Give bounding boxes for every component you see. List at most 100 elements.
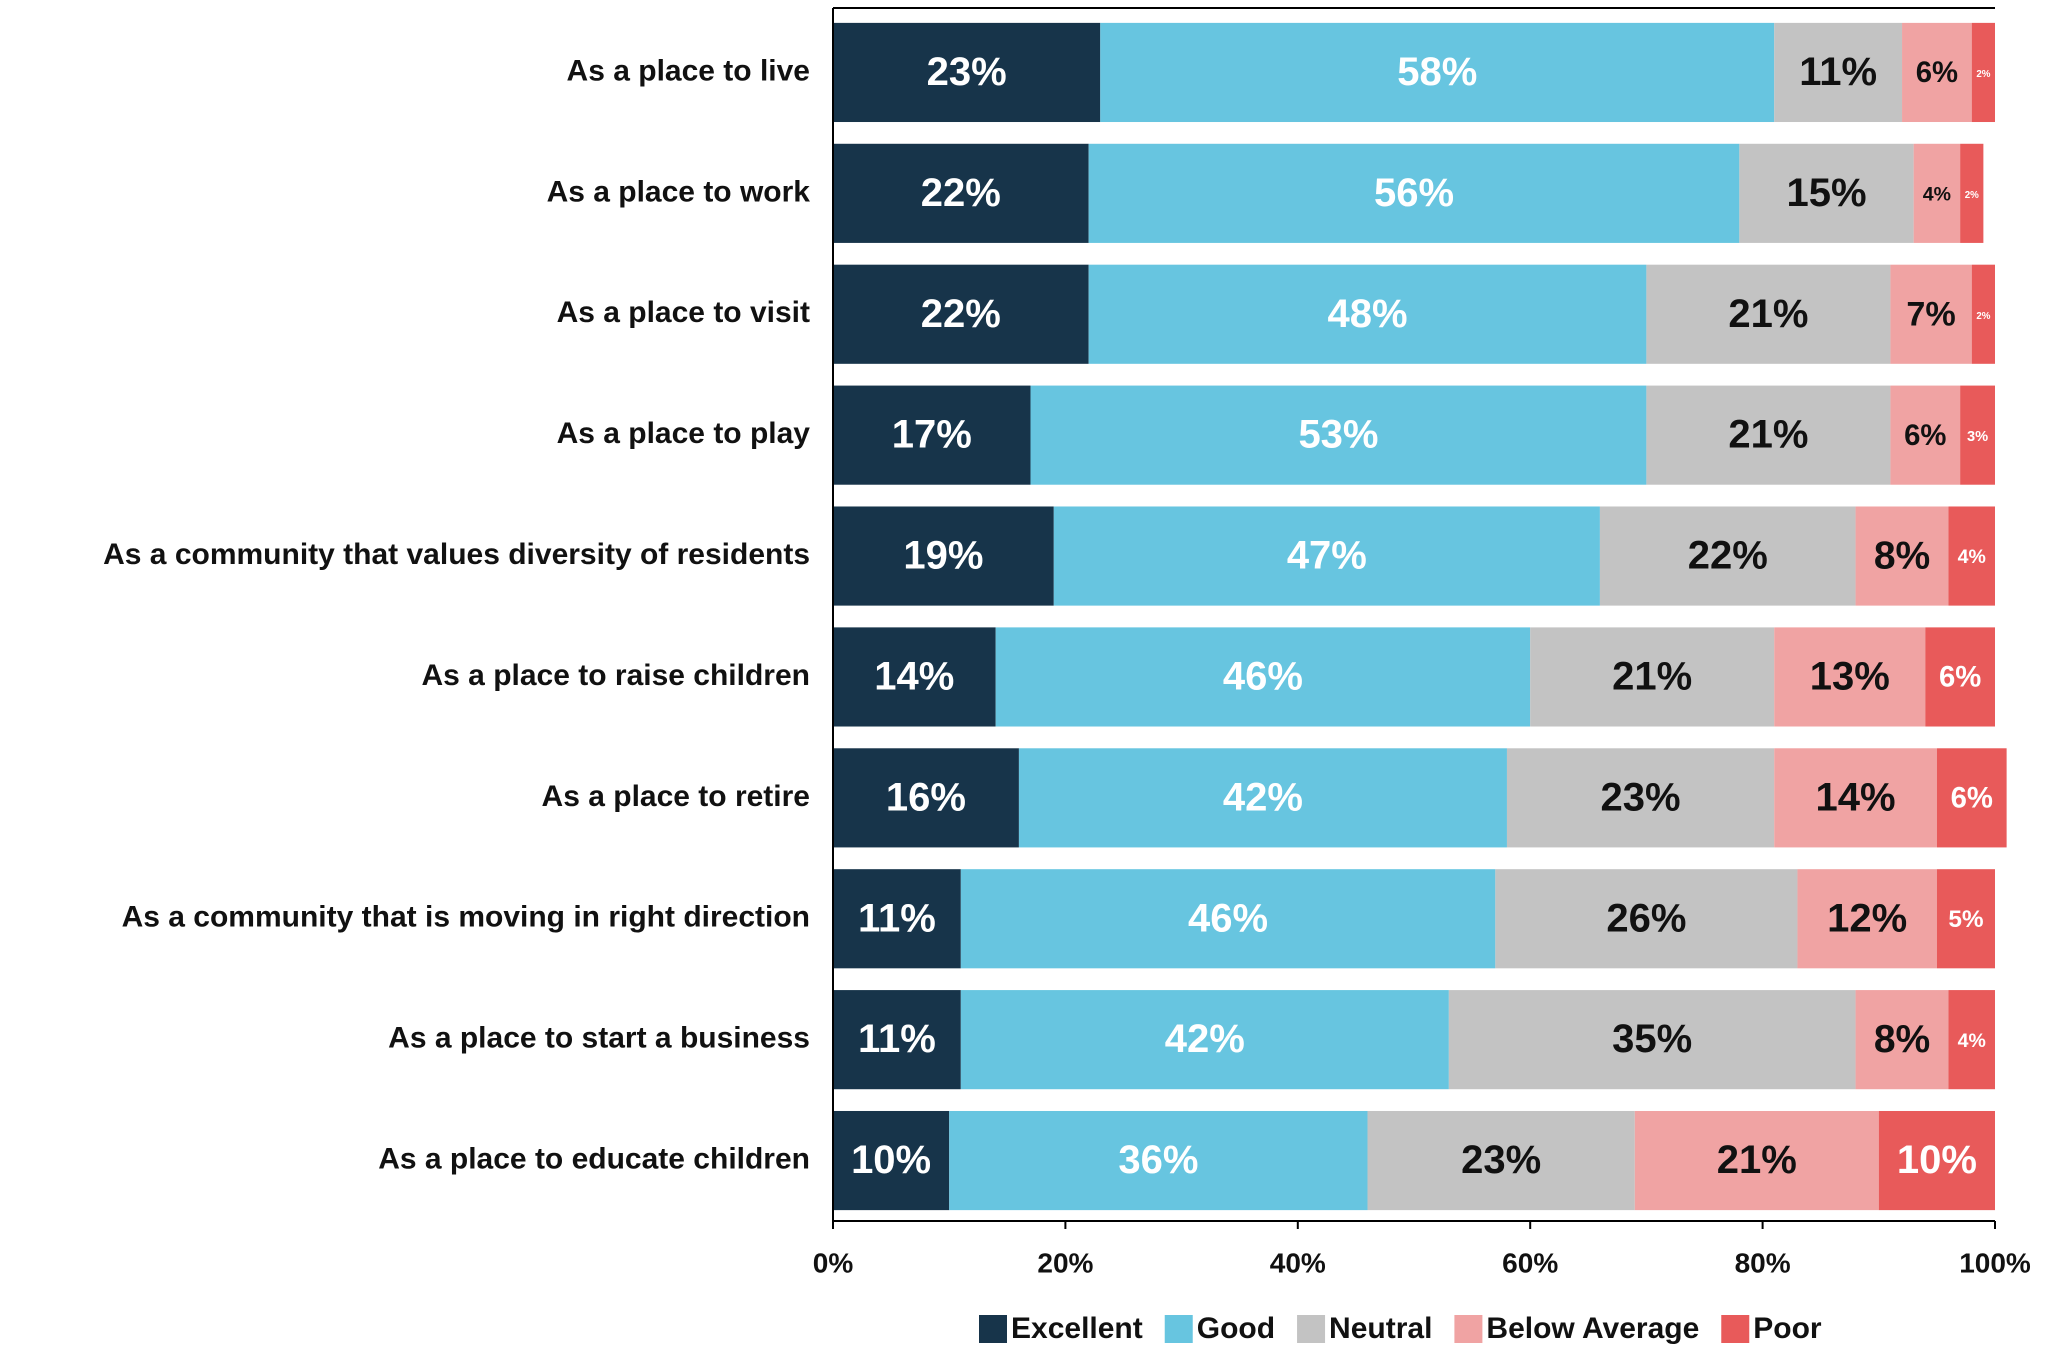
bar-segment: [1948, 990, 1995, 1090]
bar-segment: [1495, 869, 1798, 969]
bar-segment: [833, 385, 1031, 485]
x-tick-label: 60%: [1502, 1247, 1558, 1278]
data-label: 2%: [1976, 69, 1990, 80]
data-label: 14%: [1816, 775, 1896, 819]
category-label: As a place to start a business: [388, 1022, 810, 1055]
bar-segment: [1634, 1110, 1879, 1211]
category-label: As a place to live: [567, 54, 810, 87]
legend-label: Poor: [1753, 1312, 1822, 1345]
legend-swatch: [979, 1315, 1007, 1343]
bar-segment: [1925, 627, 1995, 727]
data-label: 5%: [1948, 906, 1984, 933]
x-tick-label: 100%: [1959, 1247, 2031, 1278]
category-label: As a community that is moving in right d…: [122, 901, 810, 934]
data-label: 8%: [1874, 1018, 1930, 1061]
bar-segment: [1913, 143, 1961, 243]
bar-segment: [1878, 1110, 1995, 1211]
data-label: 14%: [874, 655, 954, 699]
bar-segment: [995, 627, 1531, 727]
x-tick-label: 40%: [1270, 1247, 1326, 1278]
data-label: 4%: [1923, 184, 1951, 206]
data-label: 47%: [1287, 534, 1367, 578]
bar-segment: [1088, 264, 1647, 364]
bar-segment: [1774, 627, 1926, 727]
bar-segment: [1739, 143, 1914, 243]
legend-swatch: [1297, 1315, 1326, 1343]
data-label: 22%: [1688, 534, 1768, 578]
category-label: As a place to visit: [557, 296, 810, 329]
data-label: 53%: [1298, 413, 1378, 457]
data-label: 56%: [1374, 171, 1454, 215]
data-label: 4%: [1958, 546, 1986, 568]
data-label: 4%: [1958, 1030, 1986, 1052]
data-label: 42%: [1223, 775, 1303, 819]
bar-segment: [1948, 506, 1995, 606]
bar-segment: [1890, 264, 1972, 364]
bar-segment: [1018, 748, 1507, 848]
bar-segment: [1367, 1110, 1635, 1211]
legend-swatch: [1721, 1315, 1750, 1343]
bar-segment: [1971, 22, 1995, 123]
data-label: 2%: [1976, 311, 1990, 322]
bar-segment: [833, 143, 1089, 243]
bar-segment: [1960, 143, 1984, 243]
category-label: As a place to raise children: [422, 659, 811, 692]
data-label: 6%: [1916, 56, 1958, 89]
data-label: 10%: [1897, 1138, 1977, 1182]
data-label: 11%: [1799, 50, 1877, 94]
data-label: 2%: [1965, 190, 1979, 201]
bar-segment: [960, 990, 1449, 1090]
data-label: 16%: [886, 775, 966, 819]
data-label: 58%: [1397, 50, 1477, 94]
data-label: 21%: [1728, 413, 1808, 457]
bar-segment: [949, 1110, 1368, 1211]
data-label: 7%: [1906, 295, 1955, 333]
bar-segment: [960, 869, 1496, 969]
bar-segment: [1646, 385, 1891, 485]
data-label: 21%: [1717, 1138, 1797, 1182]
data-label: 6%: [1951, 782, 1993, 815]
bar-segment: [1030, 385, 1647, 485]
bar-segment: [833, 627, 996, 727]
data-label: 35%: [1612, 1017, 1692, 1061]
data-label: 19%: [903, 534, 983, 578]
bar-segment: [1960, 385, 1995, 485]
data-label: 6%: [1904, 419, 1946, 452]
data-label: 23%: [1601, 775, 1681, 819]
x-tick-label: 0%: [813, 1247, 854, 1278]
bar-segment: [1797, 869, 1937, 969]
bar-segment: [1902, 22, 1972, 123]
bar-segment: [833, 990, 961, 1090]
data-label: 12%: [1827, 896, 1907, 940]
data-label: 46%: [1188, 896, 1268, 940]
category-label: As a place to work: [547, 175, 811, 208]
bar-segment: [1971, 264, 1995, 364]
bar-segment: [1890, 385, 1961, 485]
data-label: 22%: [921, 292, 1001, 336]
legend-label: Good: [1197, 1312, 1275, 1345]
data-label: 21%: [1728, 292, 1808, 336]
data-label: 3%: [1967, 429, 1988, 445]
x-tick-label: 80%: [1735, 1247, 1791, 1278]
bar-segment: [1774, 22, 1903, 123]
bar-segment: [1936, 748, 2007, 848]
category-label: As a place to retire: [542, 780, 810, 813]
bar-segment: [833, 22, 1101, 123]
bar-segment: [1530, 627, 1775, 727]
data-label: 13%: [1810, 655, 1890, 699]
data-label: 23%: [927, 50, 1007, 94]
data-label: 46%: [1223, 655, 1303, 699]
data-label: 22%: [921, 171, 1001, 215]
data-label: 21%: [1612, 655, 1692, 699]
bar-segment: [1774, 748, 1937, 848]
data-label: 11%: [858, 1017, 936, 1061]
bar-segment: [833, 506, 1054, 606]
category-label: As a place to play: [557, 417, 811, 450]
data-label: 23%: [1461, 1138, 1541, 1182]
bar-segment: [1855, 506, 1949, 606]
data-label: 36%: [1118, 1138, 1198, 1182]
bar-segment: [833, 264, 1089, 364]
bar-segment: [1599, 506, 1856, 606]
bar-segment: [833, 748, 1019, 848]
